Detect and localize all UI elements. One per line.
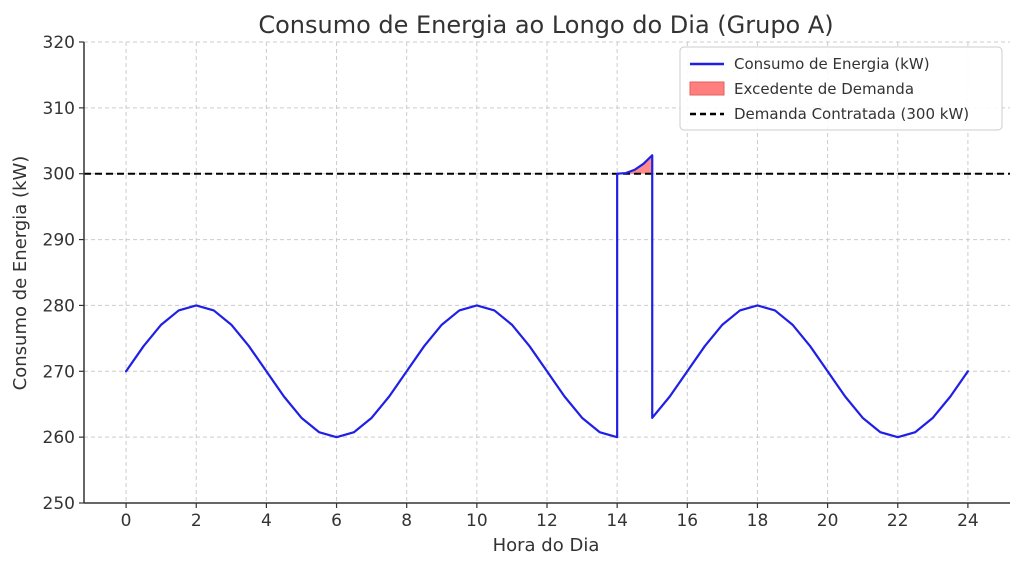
fill-layer [617,155,653,174]
x-tick-label: 22 [887,511,909,531]
x-tick-label: 2 [191,511,202,531]
x-tick-label: 12 [536,511,558,531]
legend-label-excedente: Excedente de Demanda [734,80,914,98]
y-tick-label: 290 [43,231,75,251]
x-tick-label: 6 [331,511,342,531]
y-tick-label: 260 [43,428,75,448]
y-tick-label: 270 [43,362,75,382]
x-tick-label: 14 [606,511,628,531]
x-tick-label: 4 [261,511,272,531]
legend-box [679,46,1003,131]
y-tick-label: 310 [43,99,75,119]
legend-fill-swatch [689,81,725,96]
legend-label-demanda: Demanda Contratada (300 kW) [734,105,969,123]
chart-title: Consumo de Energia ao Longo do Dia (Grup… [258,11,833,39]
x-tick-label: 16 [676,511,698,531]
x-tick-label: 20 [817,511,839,531]
excess-demand-area [617,155,653,174]
energy-consumption-line [124,154,970,439]
legend: Consumo de Energia (kW) Excedente de Dem… [679,46,1003,131]
legend-label-consumo: Consumo de Energia (kW) [734,55,930,73]
x-tick-label: 10 [466,511,488,531]
x-axis-label: Hora do Dia [493,535,600,556]
y-tick-label: 250 [43,494,75,514]
y-ticks: 250 260 270 280 290 300 310 320 [43,33,84,514]
x-ticks: 0 2 4 6 8 10 12 14 16 18 20 22 24 [121,503,979,531]
y-axis-label: Consumo de Energia (kW) [10,156,31,391]
x-tick-label: 18 [747,511,769,531]
series-layer [124,154,970,439]
x-tick-label: 24 [957,511,979,531]
x-tick-label: 0 [121,511,132,531]
y-tick-label: 320 [43,33,75,53]
y-tick-label: 300 [43,165,75,185]
x-tick-label: 8 [401,511,412,531]
y-tick-label: 280 [43,296,75,316]
